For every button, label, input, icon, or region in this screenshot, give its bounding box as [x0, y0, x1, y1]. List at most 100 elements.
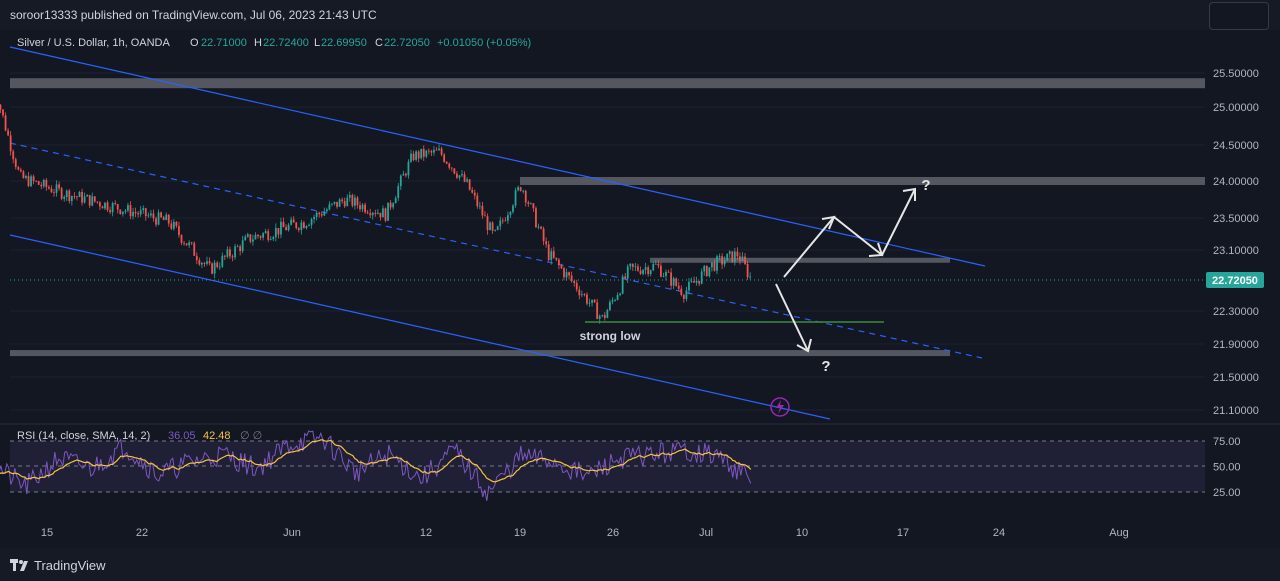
candle-body — [379, 212, 382, 218]
candle-body — [427, 150, 430, 152]
candle-body — [76, 196, 78, 198]
legend-h-value: 22.72400 — [263, 37, 309, 49]
price-tick-label: 21.10000 — [1213, 405, 1259, 417]
legend-h-label: H — [254, 37, 262, 49]
candle-body — [456, 173, 458, 178]
candle-body — [119, 209, 122, 214]
toolbar-placeholder-box[interactable] — [1209, 2, 1269, 30]
candle-body — [568, 272, 570, 276]
price-legend: Silver / U.S. Dollar, 1h, OANDA O 22.710… — [17, 37, 531, 49]
candle-body — [665, 271, 667, 277]
candle-body — [226, 249, 229, 257]
candle-body — [450, 167, 453, 169]
time-tick-label: Jul — [699, 527, 713, 539]
candle-body — [649, 270, 652, 275]
candle-body — [50, 188, 53, 193]
candle-body — [167, 214, 170, 224]
candle-body — [644, 267, 647, 270]
candle-body — [96, 201, 99, 203]
candle-body — [68, 190, 71, 202]
candle-body — [303, 222, 305, 229]
candle-body — [550, 251, 553, 261]
time-tick-label: 10 — [796, 527, 808, 539]
candle-body — [287, 224, 290, 231]
candle-body — [514, 190, 517, 206]
candle-body — [101, 206, 104, 209]
candle-body — [12, 151, 15, 160]
time-tick-label: 15 — [41, 527, 53, 539]
time-tick-label: 24 — [993, 527, 1005, 539]
candle-body — [570, 275, 573, 281]
candle-body — [346, 197, 349, 207]
candle-body — [106, 202, 109, 211]
candle-body — [410, 153, 412, 162]
price-chart-svg[interactable]: strong low ? ? Silver / U.S. Dollar, 1h,… — [0, 30, 1280, 548]
candle-body — [667, 271, 670, 273]
candle-body — [603, 315, 606, 318]
candle-body — [389, 202, 392, 208]
candles-group — [0, 103, 752, 324]
bullish-arrowhead-3 — [902, 187, 916, 201]
candle-body — [369, 213, 372, 216]
candle-body — [463, 174, 466, 182]
candle-body — [19, 169, 22, 172]
candle-body — [392, 203, 395, 208]
candle-body — [183, 242, 185, 244]
candle-body — [693, 281, 695, 283]
candle-body — [443, 154, 446, 162]
candle-body — [318, 212, 321, 215]
candle-body — [111, 203, 114, 213]
price-tick-label: 22.30000 — [1213, 306, 1259, 318]
candle-body — [257, 234, 259, 237]
rsi-value2: 42.48 — [203, 430, 231, 442]
candle-body — [17, 167, 20, 170]
candle-body — [328, 204, 331, 210]
price-axis: 25.50000 25.00000 24.50000 24.00000 23.50000… — [1213, 68, 1259, 417]
candle-body — [127, 205, 129, 211]
candle-body — [537, 226, 540, 228]
candle-body — [14, 159, 17, 168]
candle-body — [466, 179, 468, 182]
candle-body — [142, 208, 145, 211]
candle-body — [83, 196, 86, 203]
candle-body — [366, 212, 369, 214]
candle-body — [129, 205, 132, 217]
channel-lower-line — [9, 234, 831, 420]
candle-body — [575, 282, 578, 290]
legend-c-label: C — [375, 37, 383, 49]
candle-body — [300, 222, 303, 231]
tradingview-logo[interactable]: TradingView — [10, 556, 106, 574]
candle-body — [277, 227, 280, 235]
candle-body — [323, 211, 326, 216]
candle-body — [223, 255, 226, 257]
candle-body — [354, 197, 356, 206]
candle-body — [348, 195, 351, 198]
candle-body — [254, 234, 257, 240]
candle-body — [402, 173, 405, 176]
candle-body — [27, 176, 30, 187]
candle-body — [611, 300, 614, 302]
time-tick-label: Jun — [283, 527, 301, 539]
candle-body — [343, 201, 346, 207]
candle-body — [241, 240, 244, 252]
candle-body — [652, 264, 655, 271]
candle-body — [555, 257, 558, 260]
candle-body — [711, 262, 713, 268]
lightning-icon[interactable] — [770, 397, 790, 417]
candle-body — [486, 216, 489, 231]
candle-body — [147, 215, 150, 217]
chart-area[interactable]: strong low ? ? Silver / U.S. Dollar, 1h,… — [0, 30, 1280, 548]
candle-body — [657, 263, 660, 266]
candle-body — [614, 299, 616, 301]
candle-body — [491, 222, 494, 231]
candle-body — [407, 161, 410, 176]
candle-body — [749, 276, 752, 278]
candle-body — [305, 225, 308, 229]
candle-body — [588, 302, 591, 304]
candle-body — [274, 227, 277, 238]
candle-body — [0, 104, 2, 110]
candle-body — [55, 184, 58, 193]
candle-body — [397, 186, 400, 198]
legend-symbol: Silver / U.S. Dollar, 1h, OANDA — [17, 37, 170, 49]
candle-body — [336, 201, 338, 207]
